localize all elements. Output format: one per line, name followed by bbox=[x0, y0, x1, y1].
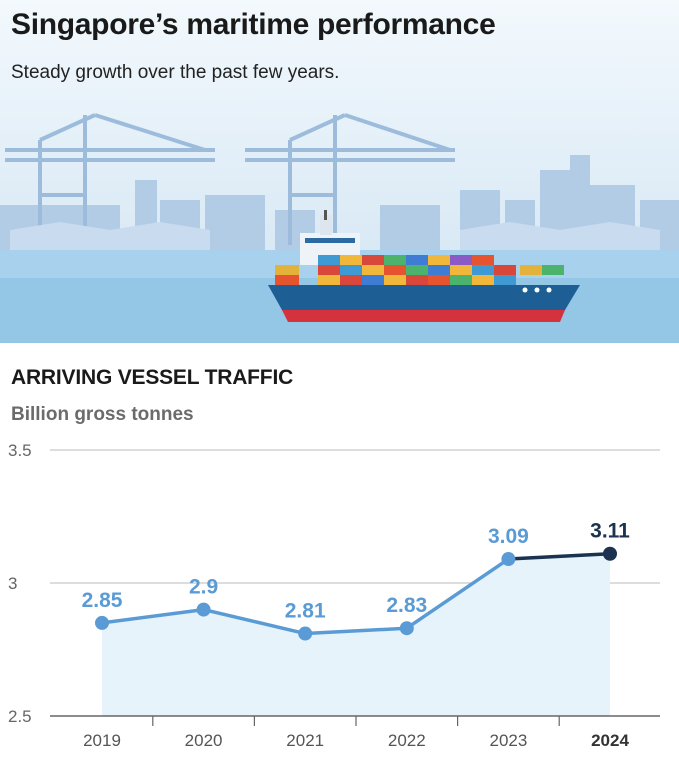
data-point bbox=[196, 602, 211, 617]
y-tick-label: 3.5 bbox=[8, 441, 32, 460]
data-point bbox=[603, 546, 617, 561]
warehouses bbox=[10, 222, 660, 250]
data-point bbox=[501, 552, 516, 567]
data-label: 3.11 bbox=[590, 520, 630, 543]
chart-series-line bbox=[100, 551, 612, 636]
data-point bbox=[95, 615, 109, 630]
chart-title: ARRIVING VESSEL TRAFFIC bbox=[11, 366, 294, 389]
line-segment bbox=[100, 607, 206, 625]
line-segment bbox=[201, 607, 307, 636]
y-axis-unit-label: Billion gross tonnes bbox=[11, 404, 194, 425]
x-tick-label: 2019 bbox=[83, 731, 121, 750]
page-title: Singapore’s maritime performance bbox=[11, 8, 496, 41]
container-ship bbox=[268, 210, 580, 322]
data-label: 2.81 bbox=[285, 600, 326, 623]
line-segment bbox=[405, 557, 511, 630]
data-label: 2.83 bbox=[386, 594, 427, 617]
harbor-illustration bbox=[0, 0, 679, 343]
x-tick-label: 2023 bbox=[489, 731, 527, 750]
data-label: 2.9 bbox=[189, 576, 218, 599]
x-tick-label: 2020 bbox=[185, 731, 223, 750]
line-segment bbox=[303, 626, 409, 636]
data-point bbox=[298, 626, 313, 641]
chart-points bbox=[95, 546, 617, 641]
port-crane-right bbox=[245, 113, 455, 245]
chart-x-axis: 2019 2020 2021 2022 2023 2024 bbox=[50, 715, 660, 750]
x-tick-label: 2022 bbox=[388, 731, 426, 750]
chart-area-fill bbox=[102, 553, 610, 716]
ship-hull bbox=[268, 285, 580, 310]
page-subtitle: Steady growth over the past few years. bbox=[11, 62, 340, 83]
data-label: 2.85 bbox=[82, 589, 123, 612]
data-point bbox=[399, 621, 414, 636]
line-segment bbox=[506, 551, 612, 561]
vessel-traffic-line-chart: 2.5 3 3.5 2019 2020 2021 2022 2023 2024 2.85 2.9… bbox=[8, 441, 660, 750]
x-tick-label: 2021 bbox=[286, 731, 324, 750]
y-tick-label: 2.5 bbox=[8, 707, 32, 726]
chart-data-labels: 2.85 2.9 2.81 2.83 3.09 3.11 bbox=[82, 520, 631, 623]
x-tick-label: 2024 bbox=[591, 731, 629, 750]
containers bbox=[275, 255, 564, 285]
data-label: 3.09 bbox=[488, 525, 529, 548]
area-fill bbox=[102, 553, 610, 716]
y-tick-label: 3 bbox=[8, 574, 17, 593]
